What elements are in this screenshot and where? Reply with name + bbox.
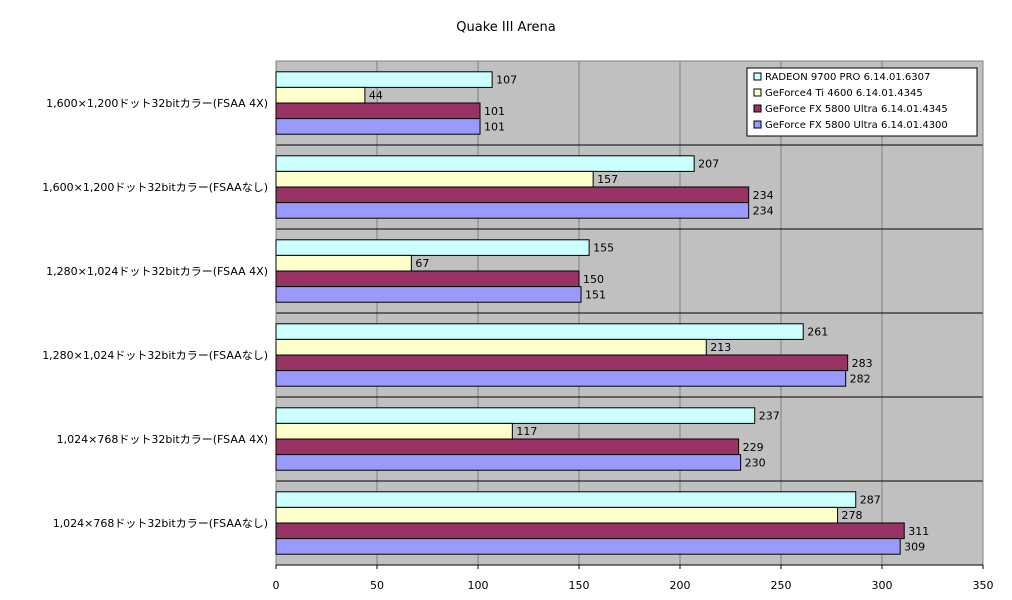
bar <box>275 239 590 256</box>
legend-label: GeForce FX 5800 Ultra 6.14.01.4345 <box>765 104 948 115</box>
data-label: 155 <box>593 242 614 255</box>
category-label: 1,600×1,200ドット32bitカラー(FSAA 4X) <box>46 97 268 110</box>
category-label: 1,280×1,024ドット32bitカラー(FSAAなし) <box>42 349 268 362</box>
x-tick-label: 300 <box>872 579 893 592</box>
data-label: 44 <box>369 89 383 102</box>
bar <box>275 270 580 288</box>
data-label: 278 <box>842 509 863 522</box>
x-tick-label: 150 <box>569 579 590 592</box>
data-label: 282 <box>850 372 871 385</box>
bar <box>275 370 847 387</box>
bar <box>275 538 901 555</box>
legend-swatch <box>753 72 762 81</box>
data-label: 230 <box>745 456 766 469</box>
x-tick-label: 200 <box>670 579 691 592</box>
bar <box>275 407 756 424</box>
data-label: 311 <box>908 525 929 538</box>
data-label: 101 <box>484 120 505 133</box>
category-label: 1,024×768ドット32bitカラー(FSAAなし) <box>53 517 268 530</box>
data-label: 234 <box>753 189 774 202</box>
bar <box>275 102 481 120</box>
data-label: 117 <box>516 425 537 438</box>
data-label: 150 <box>583 273 604 286</box>
data-label: 107 <box>496 74 517 87</box>
bar <box>275 422 513 440</box>
data-label: 229 <box>743 441 764 454</box>
data-label: 151 <box>585 288 606 301</box>
data-label: 309 <box>904 540 925 553</box>
bar <box>275 155 695 172</box>
category-label: 1,600×1,200ドット32bitカラー(FSAAなし) <box>42 181 268 194</box>
data-label: 207 <box>698 158 719 171</box>
bar <box>275 86 366 104</box>
data-label: 213 <box>710 341 731 354</box>
bar <box>275 286 582 303</box>
chart-title: Quake III Arena <box>456 20 556 35</box>
bar <box>275 491 857 508</box>
bar <box>275 454 742 471</box>
bar <box>275 254 412 272</box>
bar <box>275 71 493 88</box>
data-label: 287 <box>860 494 881 507</box>
legend-label: GeForce FX 5800 Ultra 6.14.01.4300 <box>765 120 948 131</box>
data-label: 234 <box>753 204 774 217</box>
x-tick-label: 350 <box>973 579 994 592</box>
category-label: 1,024×768ドット32bitカラー(FSAA 4X) <box>57 433 268 446</box>
bar <box>275 522 905 540</box>
data-label: 67 <box>415 257 429 270</box>
bar <box>275 186 750 204</box>
bar <box>275 338 707 356</box>
legend-swatch <box>753 120 762 129</box>
legend-swatch <box>753 104 762 113</box>
x-tick-label: 50 <box>370 579 384 592</box>
bar <box>275 438 740 456</box>
bar <box>275 118 481 135</box>
data-label: 157 <box>597 173 618 186</box>
data-label: 237 <box>759 410 780 423</box>
data-label: 261 <box>807 326 828 339</box>
category-label: 1,280×1,024ドット32bitカラー(FSAA 4X) <box>46 265 268 278</box>
x-tick-label: 250 <box>771 579 792 592</box>
x-tick-label: 100 <box>468 579 489 592</box>
legend-swatch <box>753 88 762 97</box>
data-label: 101 <box>484 105 505 118</box>
x-tick-label: 0 <box>273 579 280 592</box>
data-label: 283 <box>852 357 873 370</box>
bar <box>275 506 839 524</box>
bar <box>275 170 594 188</box>
bar <box>275 202 750 219</box>
bar <box>275 323 804 340</box>
legend-label: GeForce4 Ti 4600 6.14.01.4345 <box>765 88 923 99</box>
legend-label: RADEON 9700 PRO 6.14.01.6307 <box>765 72 930 83</box>
bar <box>275 354 849 372</box>
legend-box <box>746 67 978 137</box>
